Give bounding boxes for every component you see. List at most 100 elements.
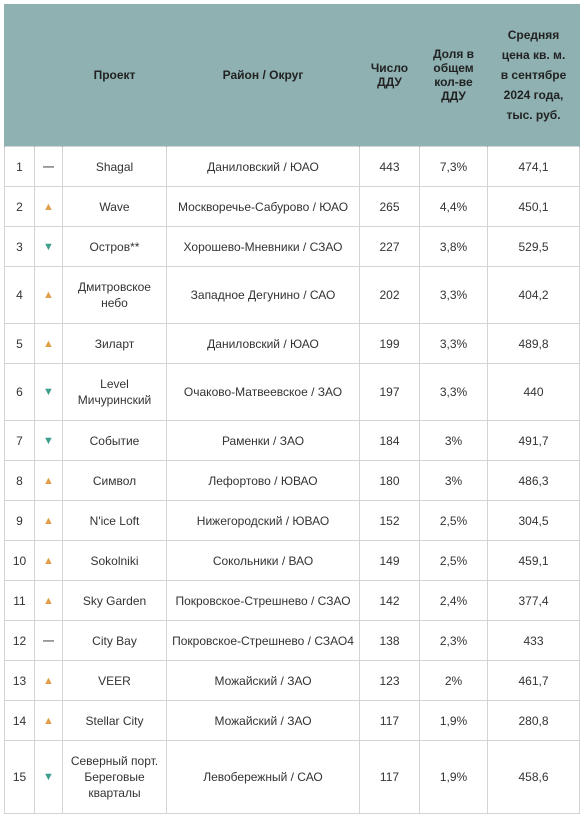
share-cell: 3% xyxy=(419,420,488,461)
rank-cell: 2 xyxy=(4,186,35,227)
project-cell: Sky Garden xyxy=(62,580,167,621)
share-cell: 3,3% xyxy=(419,323,488,364)
trend-down-icon: ▼ xyxy=(34,363,63,421)
rank-cell: 5 xyxy=(4,323,35,364)
rank-cell: 9 xyxy=(4,500,35,541)
district-cell: Раменки / ЗАО xyxy=(166,420,360,461)
district-cell: Можайский / ЗАО xyxy=(166,660,360,701)
trend-up-icon: ▲ xyxy=(34,500,63,541)
district-cell: Москворечье-Сабурово / ЮАО xyxy=(166,186,360,227)
share-cell: 2,4% xyxy=(419,580,488,621)
price-cell: 404,2 xyxy=(487,266,580,324)
table-row: 10 ▲ Sokolniki Сокольники / ВАО 149 2,5% 459,1 xyxy=(4,540,580,581)
price-cell: 377,4 xyxy=(487,580,580,621)
price-cell: 280,8 xyxy=(487,700,580,741)
project-cell: Level Мичуринский xyxy=(62,363,167,421)
rank-cell: 6 xyxy=(4,363,35,421)
share-cell: 2% xyxy=(419,660,488,701)
project-cell: Зиларт xyxy=(62,323,167,364)
share-cell: 3,3% xyxy=(419,363,488,421)
district-cell: Левобережный / САО xyxy=(166,740,360,814)
ddu-count-cell: 202 xyxy=(359,266,420,324)
share-cell: 4,4% xyxy=(419,186,488,227)
district-cell: Сокольники / ВАО xyxy=(166,540,360,581)
price-cell: 461,7 xyxy=(487,660,580,701)
ddu-count-cell: 117 xyxy=(359,740,420,814)
project-cell: Shagal xyxy=(62,146,167,187)
ddu-count-cell: 199 xyxy=(359,323,420,364)
table-row: 3 ▼ Остров** Хорошево-Мневники / СЗАО 227 3,8… xyxy=(4,226,580,267)
share-cell: 2,5% xyxy=(419,500,488,541)
district-cell: Нижегородский / ЮВАО xyxy=(166,500,360,541)
project-cell: Sokolniki xyxy=(62,540,167,581)
ddu-ranking-table: Проект Район / Округ Число ДДУ Доля в об… xyxy=(4,4,580,814)
district-cell: Хорошево-Мневники / СЗАО xyxy=(166,226,360,267)
table-row: 11 ▲ Sky Garden Покровское-Стрешнево / СЗАО… xyxy=(4,580,580,621)
trend-down-icon: ▼ xyxy=(34,420,63,461)
table-row: 8 ▲ Символ Лефортово / ЮВАО 180 3% 486,3 xyxy=(4,460,580,501)
rank-cell: 11 xyxy=(4,580,35,621)
trend-same-icon: — xyxy=(34,620,63,661)
share-cell: 1,9% xyxy=(419,700,488,741)
project-cell: Дмитровское небо xyxy=(62,266,167,324)
trend-up-icon: ▲ xyxy=(34,186,63,227)
rank-cell: 15 xyxy=(4,740,35,814)
table-row: 4 ▲ Дмитровское небо Западное Дегунино / СА… xyxy=(4,266,580,324)
district-cell: Очаково-Матвеевское / ЗАО xyxy=(166,363,360,421)
rank-cell: 13 xyxy=(4,660,35,701)
table-row: 5 ▲ Зиларт Даниловский / ЮАО 199 3,3% 489,8 xyxy=(4,323,580,364)
project-cell: N'ice Loft xyxy=(62,500,167,541)
trend-up-icon: ▲ xyxy=(34,460,63,501)
table-row: 12— City Bay Покровское-Стрешнево / СЗАО4 1… xyxy=(4,620,580,661)
price-cell: 304,5 xyxy=(487,500,580,541)
project-cell: Stellar City xyxy=(62,700,167,741)
project-cell: Северный порт. Береговые кварталы xyxy=(62,740,167,814)
rank-cell: 8 xyxy=(4,460,35,501)
share-cell: 3,8% xyxy=(419,226,488,267)
district-cell: Можайский / ЗАО xyxy=(166,700,360,741)
price-cell: 458,6 xyxy=(487,740,580,814)
price-cell: 529,5 xyxy=(487,226,580,267)
header-trend xyxy=(34,4,63,147)
price-cell: 450,1 xyxy=(487,186,580,227)
share-cell: 3% xyxy=(419,460,488,501)
trend-down-icon: ▼ xyxy=(34,740,63,814)
project-cell: City Bay xyxy=(62,620,167,661)
project-cell: VEER xyxy=(62,660,167,701)
price-cell: 486,3 xyxy=(487,460,580,501)
table-row: 13 ▲ VEER Можайский / ЗАО 123 2% 461,7 xyxy=(4,660,580,701)
trend-same-icon: — xyxy=(34,146,63,187)
trend-up-icon: ▲ xyxy=(34,700,63,741)
table-row: 9 ▲ N'ice Loft Нижегородский / ЮВАО 152 2,5% 3… xyxy=(4,500,580,541)
trend-up-icon: ▲ xyxy=(34,660,63,701)
header-district: Район / Округ xyxy=(166,4,360,147)
district-cell: Покровское-Стрешнево / СЗАО xyxy=(166,580,360,621)
ddu-count-cell: 197 xyxy=(359,363,420,421)
district-cell: Покровское-Стрешнево / СЗАО4 xyxy=(166,620,360,661)
price-cell: 491,7 xyxy=(487,420,580,461)
table-body: 1— Shagal Даниловский / ЮАО 443 7,3% 474,1 2 ▲ W… xyxy=(4,146,580,814)
ddu-count-cell: 117 xyxy=(359,700,420,741)
ddu-count-cell: 265 xyxy=(359,186,420,227)
header-project: Проект xyxy=(62,4,167,147)
ddu-count-cell: 152 xyxy=(359,500,420,541)
table-row: 14 ▲ Stellar City Можайский / ЗАО 117 1,9% 280… xyxy=(4,700,580,741)
ddu-count-cell: 138 xyxy=(359,620,420,661)
ddu-count-cell: 149 xyxy=(359,540,420,581)
rank-cell: 10 xyxy=(4,540,35,581)
header-rank xyxy=(4,4,35,147)
table-header-row: Проект Район / Округ Число ДДУ Доля в об… xyxy=(4,4,580,147)
share-cell: 2,5% xyxy=(419,540,488,581)
project-cell: Событие xyxy=(62,420,167,461)
rank-cell: 12 xyxy=(4,620,35,661)
table-row: 15 ▼ Северный порт. Береговые кварталы Лево… xyxy=(4,740,580,814)
header-ddu-count: Число ДДУ xyxy=(359,4,420,147)
header-share: Доля в общем кол-ве ДДУ xyxy=(419,4,488,147)
project-cell: Символ xyxy=(62,460,167,501)
rank-cell: 1 xyxy=(4,146,35,187)
rank-cell: 3 xyxy=(4,226,35,267)
trend-up-icon: ▲ xyxy=(34,580,63,621)
ddu-count-cell: 227 xyxy=(359,226,420,267)
ddu-count-cell: 184 xyxy=(359,420,420,461)
table-row: 2 ▲ Wave Москворечье-Сабурово / ЮАО 265 4,4% 4… xyxy=(4,186,580,227)
